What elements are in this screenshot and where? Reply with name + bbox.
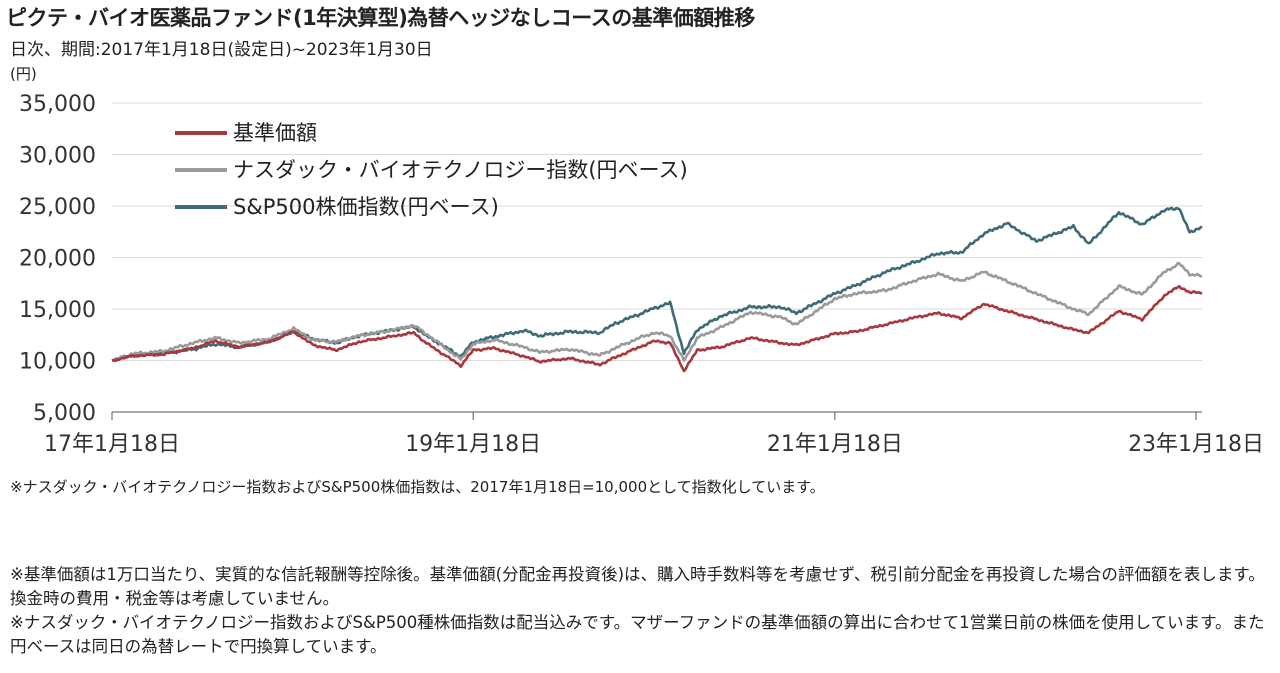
y-tick-label: 20,000 <box>19 247 96 272</box>
y-tick-label: 25,000 <box>19 195 96 220</box>
y-tick-label: 30,000 <box>19 144 96 169</box>
legend-label-sp500: S&P500株価指数(円ベース) <box>233 195 499 219</box>
y-tick-label: 35,000 <box>19 92 96 117</box>
legend-label-nav: 基準価額 <box>233 121 317 145</box>
y-tick-label: 10,000 <box>19 350 96 375</box>
legend-swatch-nasdaq-biotech <box>175 168 227 172</box>
legend-label-nasdaq-biotech: ナスダック・バイオテクノロジー指数(円ベース) <box>233 158 688 182</box>
legend-swatch-nav <box>175 131 227 135</box>
footer-note-index: ※ナスダック・バイオテクノロジー指数およびS&P500種株価指数は配当込みです。… <box>10 613 1265 656</box>
series-line-0 <box>111 284 1203 373</box>
y-tick-label: 15,000 <box>19 298 96 323</box>
y-tick-label: 5,000 <box>33 401 96 426</box>
x-tick-label: 23年1月18日 <box>1128 432 1264 457</box>
series-line-1 <box>111 261 1203 362</box>
x-tick-label: 21年1月18日 <box>767 432 903 457</box>
footer-note-nav: ※基準価額は1万口当たり、実質的な信託報酬等控除後。基準価額(分配金再投資後)は… <box>10 565 1265 608</box>
x-tick-label: 19年1月18日 <box>405 432 541 457</box>
y-axis-unit-label: (円) <box>10 65 37 83</box>
index-note: ※ナスダック・バイオテクノロジー指数およびS&P500株価指数は、2017年1月… <box>10 478 825 496</box>
footer-notes: ※基準価額は1万口当たり、実質的な信託報酬等控除後。基準価額(分配金再投資後)は… <box>10 563 1272 659</box>
x-tick-label: 17年1月18日 <box>44 432 180 457</box>
chart-title: ピクテ・バイオ医薬品ファンド(1年決算型)為替ヘッジなしコースの基準価額推移 <box>6 6 755 30</box>
chart-subtitle: 日次、期間:2017年1月18日(設定日)~2023年1月30日 <box>10 40 433 60</box>
legend-swatch-sp500 <box>175 205 227 209</box>
